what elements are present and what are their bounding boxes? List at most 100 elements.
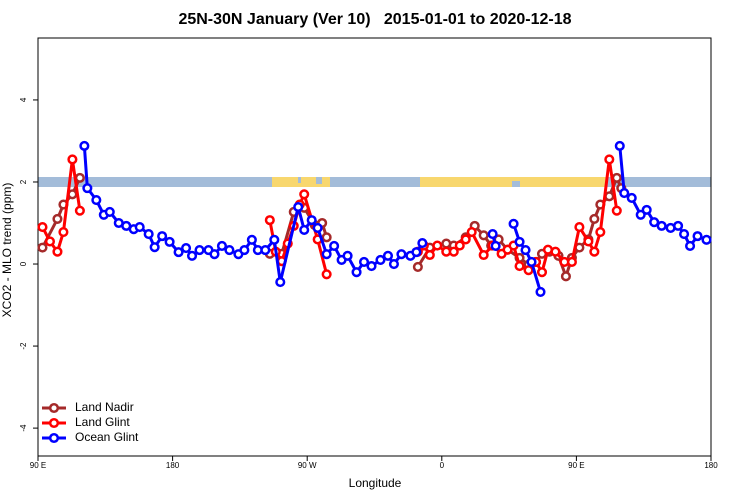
y-tick-label: 2 [19, 179, 28, 184]
data-point [614, 140, 625, 151]
data-point [329, 240, 340, 252]
data-point [411, 247, 422, 258]
data-point [186, 250, 198, 261]
data-point [74, 205, 85, 216]
data-point [224, 245, 235, 256]
data-point [490, 240, 501, 252]
data-point [143, 229, 154, 240]
data-point [181, 242, 192, 254]
data-point [535, 286, 546, 297]
data-point [514, 236, 525, 247]
data-point [604, 191, 615, 202]
legend-label: Land Nadir [75, 400, 134, 414]
data-point [264, 215, 275, 226]
data-point [432, 240, 443, 251]
x-tick-label: 180 [166, 461, 180, 470]
data-point [487, 229, 498, 240]
x-axis-label: Longitude [349, 476, 402, 490]
data-point [67, 154, 78, 165]
data-point [82, 183, 93, 194]
data-point [216, 240, 228, 252]
data-point [164, 236, 175, 247]
data-point [656, 220, 667, 231]
plot-frame [37, 37, 712, 457]
data-point [157, 231, 168, 242]
land-sea-band [38, 177, 711, 187]
legend-marker [48, 432, 60, 444]
y-tick-label: 0 [19, 261, 28, 266]
data-point [209, 249, 220, 260]
data-point [424, 249, 435, 261]
legend-marker [48, 417, 60, 429]
data-point [321, 269, 332, 280]
data-point [460, 234, 471, 245]
data-point [619, 188, 630, 199]
y-axis-label: XCO2 - MLO trend (ppm) [0, 183, 14, 318]
x-tick-label: 0 [440, 461, 445, 470]
data-point [466, 226, 477, 238]
data-point [299, 189, 310, 200]
data-point [673, 220, 684, 231]
x-tick-label: 90 W [298, 461, 317, 470]
y-tick-label: -4 [19, 424, 28, 432]
data-point [58, 226, 69, 238]
data-point [52, 246, 63, 257]
data-point [246, 234, 257, 245]
y-tick-label: 4 [19, 97, 28, 102]
legend-marker [48, 402, 60, 414]
data-point [595, 226, 606, 238]
data-point [574, 222, 585, 233]
data-point [526, 256, 537, 268]
data-point [351, 267, 362, 278]
data-point [478, 230, 489, 241]
data-point [417, 238, 428, 249]
data-point [74, 172, 85, 183]
data-point [679, 229, 690, 240]
data-point [396, 249, 407, 260]
x-tick-label: 180 [704, 461, 718, 470]
x-tick-label: 90 E [30, 461, 46, 470]
data-point [508, 218, 519, 229]
data-point [44, 236, 56, 247]
data-point [104, 206, 115, 217]
chart-title: 25N-30N January (Ver 10) 2015-01-01 to 2… [178, 11, 571, 28]
data-point [520, 245, 531, 256]
ocean-band [512, 181, 520, 187]
data-point [194, 245, 205, 256]
data-point [412, 261, 423, 272]
series-line [82, 145, 708, 293]
data-point [37, 222, 48, 233]
data-point [366, 261, 377, 272]
data-point [523, 265, 534, 276]
data-point [293, 201, 304, 213]
data-point [312, 222, 323, 233]
data-point [611, 205, 622, 216]
data-point [269, 234, 280, 245]
data-point [635, 209, 646, 220]
data-point [560, 271, 571, 282]
data-point [134, 222, 145, 233]
data-point [448, 246, 459, 257]
data-point [149, 242, 160, 253]
y-tick-label: -2 [19, 342, 28, 350]
data-point [306, 215, 317, 226]
data-point [52, 213, 63, 224]
data-point [388, 258, 399, 270]
data-point [37, 242, 48, 253]
data-point [626, 192, 637, 204]
data-point [550, 246, 561, 257]
data-point [299, 224, 310, 236]
data-point [589, 213, 600, 224]
data-point [382, 250, 394, 261]
data-point [275, 277, 286, 288]
data-point [685, 240, 696, 252]
ocean-band [298, 177, 301, 183]
data-point [239, 245, 250, 256]
data-point [478, 249, 489, 261]
data-point [342, 250, 353, 261]
ocean-band [316, 177, 322, 184]
data-point [566, 256, 577, 268]
data-point [692, 231, 703, 242]
x-tick-label: 90 E [568, 461, 584, 470]
